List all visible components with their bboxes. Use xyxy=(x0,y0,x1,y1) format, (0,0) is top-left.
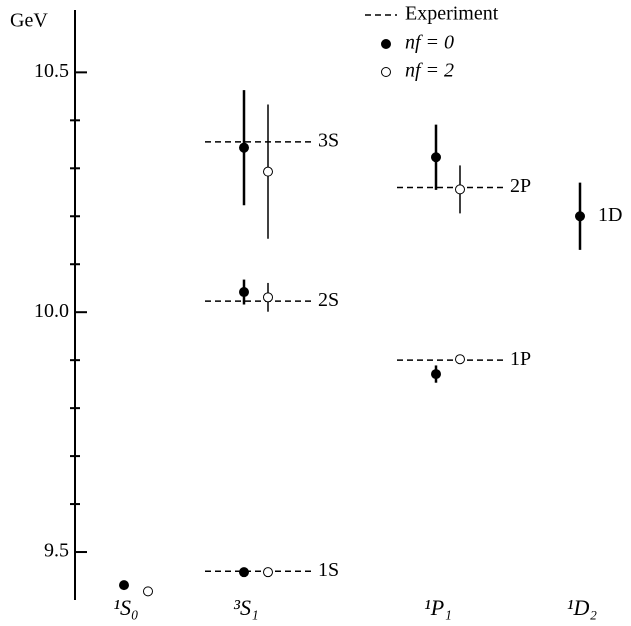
state-label: 2P xyxy=(510,175,531,197)
point-nf0 xyxy=(119,580,129,591)
legend-label: nf = 2 xyxy=(405,60,454,82)
point-nf2 xyxy=(143,586,153,597)
state-label: 1P xyxy=(510,348,531,370)
legend-marker xyxy=(381,39,391,49)
point-nf2 xyxy=(263,292,273,303)
point-nf2 xyxy=(455,354,465,365)
state-label: 2S xyxy=(318,289,339,311)
x-tick-label: ¹S₀ xyxy=(113,595,138,620)
legend-label: nf = 0 xyxy=(405,32,454,54)
y-tick-label: 9.5 xyxy=(44,540,69,562)
point-nf2 xyxy=(263,567,273,578)
y-axis-label: GeV xyxy=(10,10,48,32)
point-nf0 xyxy=(239,142,249,153)
state-label: 1D xyxy=(598,204,622,226)
x-tick-label: ³S₁ xyxy=(233,595,258,620)
legend-marker xyxy=(381,67,391,77)
y-tick-label: 10.0 xyxy=(34,300,69,322)
point-nf0 xyxy=(431,152,441,163)
legend-label: Experiment xyxy=(405,3,499,25)
point-nf2 xyxy=(263,166,273,177)
x-tick-label: ¹D₂ xyxy=(567,595,597,620)
state-label: 1S xyxy=(318,559,339,581)
point-nf0 xyxy=(239,287,249,298)
point-nf0 xyxy=(431,369,441,380)
point-nf0 xyxy=(575,211,585,222)
y-tick-label: 10.5 xyxy=(34,60,69,82)
state-label: 3S xyxy=(318,130,339,152)
point-nf2 xyxy=(455,184,465,195)
point-nf0 xyxy=(239,567,249,578)
x-tick-label: ¹P₁ xyxy=(424,595,452,620)
